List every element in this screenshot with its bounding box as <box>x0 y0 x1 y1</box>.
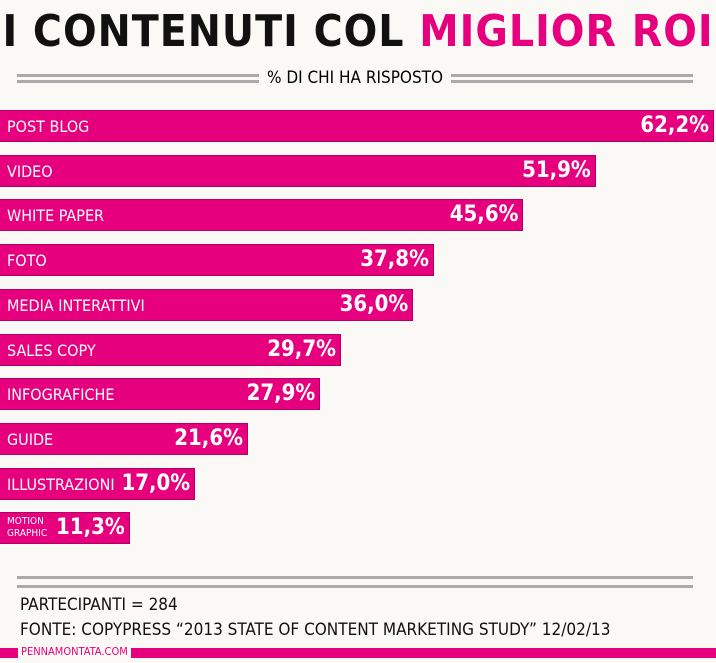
bar: WHITE PAPER 45,6% <box>0 199 524 232</box>
bar-label: SALES COPY <box>7 340 96 360</box>
value-label: 45,6% <box>449 202 519 228</box>
participants: PARTECIPANTI = 284 <box>20 595 178 615</box>
value-label: 11,3% <box>56 515 125 541</box>
bar-label: FOTO <box>7 251 47 271</box>
value-label: 51,9% <box>522 157 591 183</box>
bar: ILLUSTRAZIONI 17,0% <box>0 467 196 500</box>
value-label: 37,8% <box>360 247 429 273</box>
bar: POST BLOG 62,2% <box>0 110 714 142</box>
brand-link[interactable]: PENNAMONTATA.COM <box>18 645 131 658</box>
title-highlight: MIGLIOR ROI <box>419 6 714 57</box>
bar: INFOGRAFICHE 27,9% <box>0 378 321 411</box>
value-label: 29,7% <box>267 336 336 362</box>
bar: SALES COPY 29,7% <box>0 333 341 366</box>
divider <box>17 576 693 579</box>
subtitle-row: % DI CHI HA RISPOSTO <box>17 68 693 88</box>
bar-label: MEDIA INTERATTIVI <box>7 295 145 315</box>
bar: MOTION GRAPHIC 11,3% <box>0 512 130 545</box>
bar-label: WHITE PAPER <box>7 206 105 226</box>
value-label: 62,2% <box>640 113 709 138</box>
bar-label: GUIDE <box>7 429 54 449</box>
value-label: 17,0% <box>121 470 191 496</box>
source: FONTE: COPYPRESS “2013 STATE OF CONTENT … <box>20 620 611 640</box>
value-label: 21,6% <box>174 425 243 451</box>
value-label: 36,0% <box>339 291 409 317</box>
bar: FOTO 37,8% <box>0 244 434 277</box>
subtitle: % DI CHI HA RISPOSTO <box>258 68 452 88</box>
bar-label: POST BLOG <box>7 117 90 136</box>
divider <box>17 585 693 588</box>
chart-title: I CONTENUTI COL MIGLIOR ROI <box>0 6 716 57</box>
bar: VIDEO 51,9% <box>0 154 596 187</box>
bar-label: VIDEO <box>7 161 53 181</box>
bar: MEDIA INTERATTIVI 36,0% <box>0 288 414 321</box>
bar-label: INFOGRAFICHE <box>7 385 115 405</box>
title-part1: I CONTENUTI COL <box>2 6 405 57</box>
bar-label: MOTION GRAPHIC <box>7 516 48 540</box>
value-label: 27,9% <box>246 381 316 407</box>
bar: GUIDE 21,6% <box>0 422 248 455</box>
bar-label: ILLUSTRAZIONI <box>7 474 115 494</box>
brand-bar: PENNAMONTATA.COM <box>0 645 716 658</box>
